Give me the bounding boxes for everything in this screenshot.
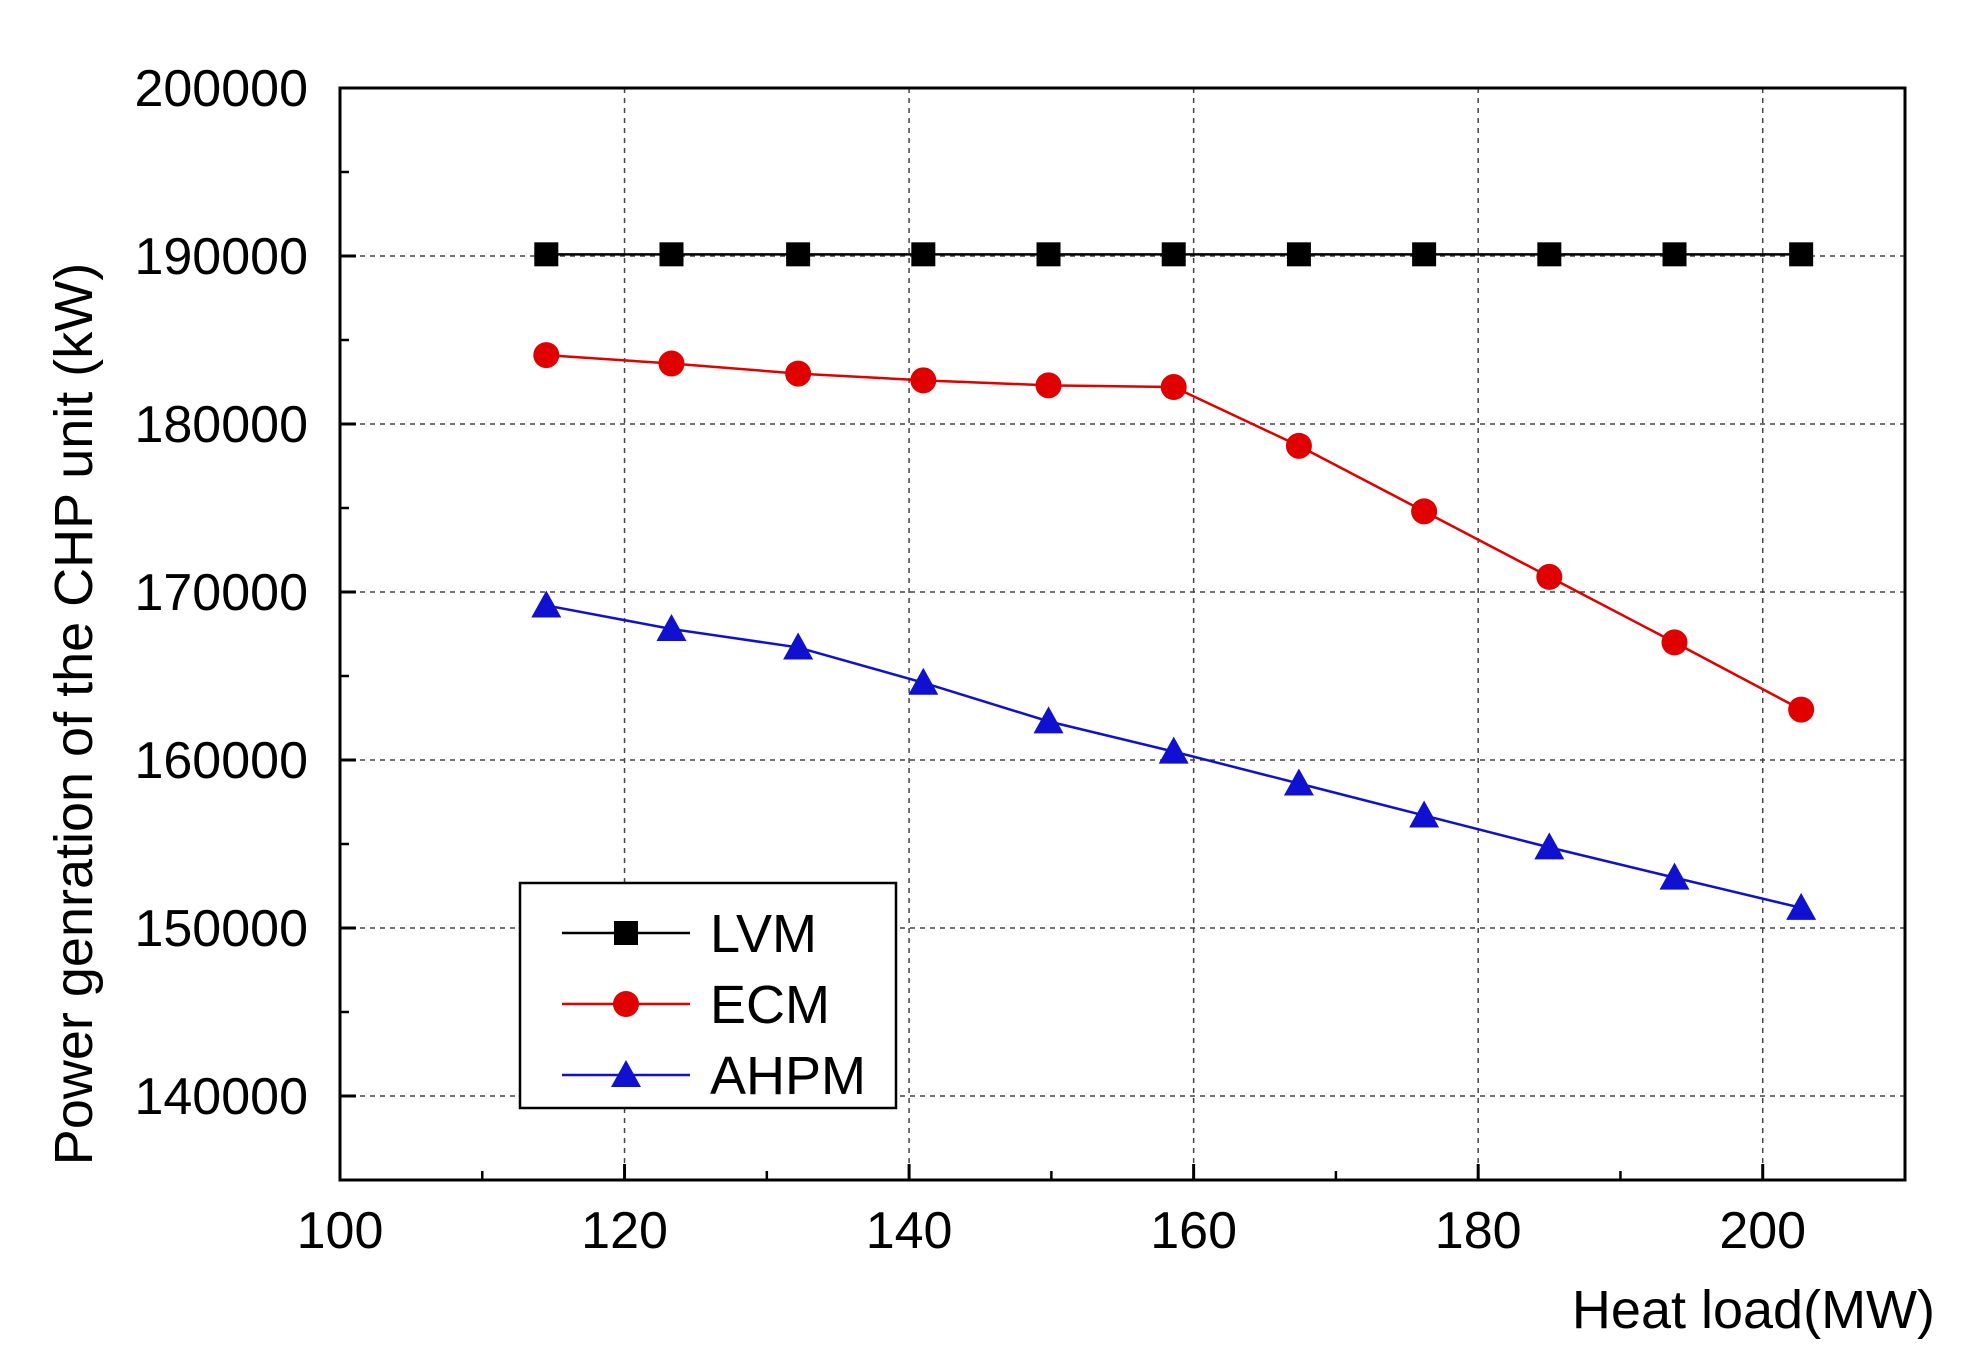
ahpm-point bbox=[1659, 862, 1690, 890]
ahpm-point bbox=[1283, 768, 1314, 796]
ecm-point bbox=[1411, 498, 1438, 525]
ecm-point bbox=[910, 367, 937, 394]
y-tick-label: 180000 bbox=[134, 396, 308, 454]
y-tick-label: 170000 bbox=[134, 564, 308, 622]
y-tick-label: 150000 bbox=[134, 900, 308, 958]
y-tick-label: 200000 bbox=[134, 60, 308, 118]
legend-ecm-label: ECM bbox=[710, 975, 830, 1035]
lvm-point bbox=[1036, 242, 1061, 267]
legend-ecm-marker bbox=[613, 991, 639, 1017]
lvm-point bbox=[786, 242, 811, 267]
x-tick-label: 200 bbox=[1719, 1202, 1806, 1260]
ahpm-point bbox=[908, 667, 939, 695]
x-axis-title: Heat load(MW) bbox=[1572, 1280, 1935, 1340]
legend-ahpm-label: AHPM bbox=[710, 1046, 866, 1106]
lvm-point bbox=[911, 242, 936, 267]
ahpm-point bbox=[1534, 832, 1565, 860]
lvm-point bbox=[1412, 242, 1437, 267]
legend-box bbox=[518, 881, 898, 1110]
legend-ahpm-marker bbox=[611, 1060, 641, 1087]
ahpm-point bbox=[531, 590, 562, 618]
ecm-point bbox=[1285, 432, 1312, 459]
x-tick-label: 160 bbox=[1150, 1202, 1237, 1260]
ecm-point bbox=[658, 350, 685, 377]
x-tick-label: 100 bbox=[297, 1202, 384, 1260]
ecm-point bbox=[1788, 696, 1815, 723]
y-axis-title: Power genration of the CHP unit (kW) bbox=[44, 263, 104, 1165]
lvm-point bbox=[1662, 242, 1687, 267]
lvm-point bbox=[534, 242, 559, 267]
ticks-layer: 100 120 140 160 180 200 140000 150000 160000 1700… bbox=[134, 60, 1806, 1260]
legend-lvm-marker bbox=[614, 921, 638, 945]
ahpm-point bbox=[783, 632, 814, 660]
lvm-point bbox=[659, 242, 684, 267]
y-tick-label: 190000 bbox=[134, 228, 308, 286]
legend: LVM ECM AHPM bbox=[518, 881, 898, 1110]
plot-frame bbox=[338, 86, 1907, 1182]
ahpm-point bbox=[1033, 706, 1064, 734]
ecm-point bbox=[1536, 563, 1563, 590]
y-tick-label: 160000 bbox=[134, 732, 308, 790]
lvm-point bbox=[1537, 242, 1562, 267]
ecm-point bbox=[1661, 629, 1688, 656]
ecm-point bbox=[785, 360, 812, 387]
legend-lvm-label: LVM bbox=[710, 904, 817, 964]
ahpm-point bbox=[1158, 736, 1189, 764]
ahpm-point bbox=[1786, 892, 1817, 920]
x-tick-label: 120 bbox=[581, 1202, 668, 1260]
ahpm-point bbox=[656, 613, 687, 641]
lvm-point bbox=[1161, 242, 1186, 267]
ecm-point bbox=[1160, 374, 1187, 401]
ahpm-point bbox=[1409, 800, 1440, 828]
x-tick-label: 180 bbox=[1435, 1202, 1522, 1260]
series-layer bbox=[531, 242, 1817, 920]
lvm-point bbox=[1286, 242, 1311, 267]
ecm-point bbox=[1035, 372, 1062, 399]
lvm-point bbox=[1789, 242, 1814, 267]
x-tick-label: 140 bbox=[866, 1202, 953, 1260]
ecm-series-line bbox=[546, 353, 1802, 711]
ecm-point bbox=[533, 342, 560, 369]
y-tick-label: 140000 bbox=[134, 1068, 308, 1126]
